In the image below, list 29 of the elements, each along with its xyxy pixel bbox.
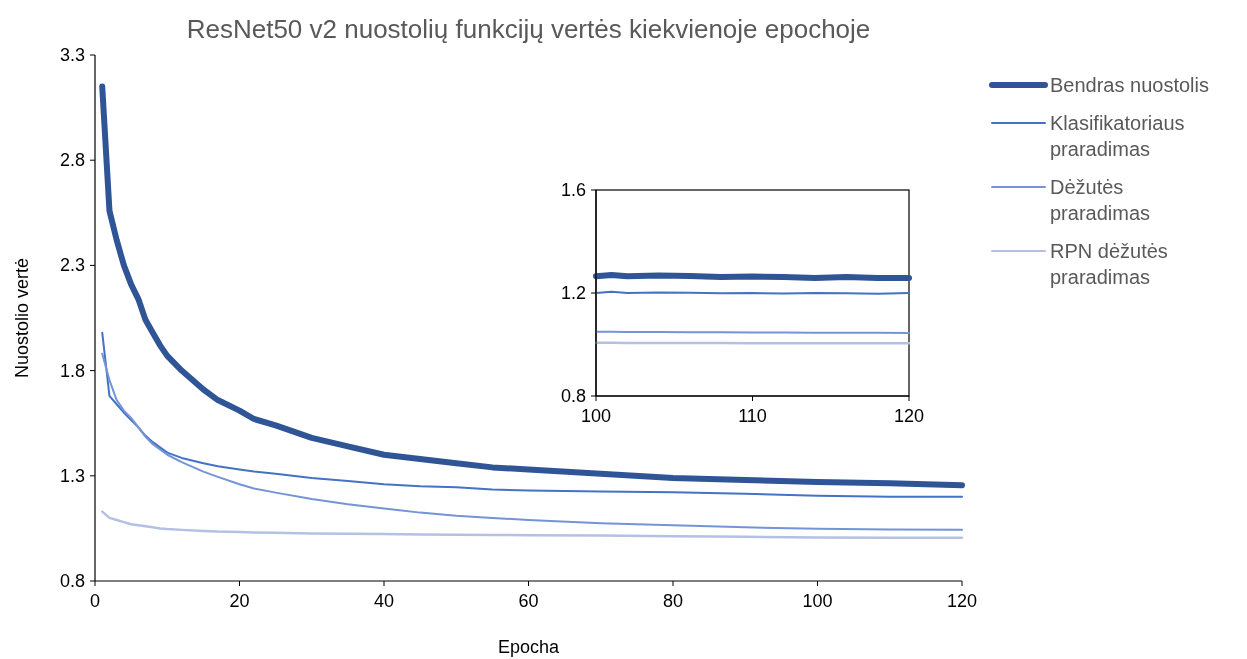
- legend-label: Bendras nuostolis: [1050, 74, 1209, 96]
- x-tick-label: 100: [802, 591, 833, 611]
- y-tick-label: 1.6: [560, 180, 586, 200]
- x-tick-label: 100: [580, 406, 612, 426]
- y-axis-title: Nuostolio vertė: [12, 257, 32, 379]
- x-tick-label: 40: [373, 591, 395, 611]
- x-tick-label: 0: [89, 591, 101, 611]
- y-tick-label: 1.8: [59, 360, 85, 381]
- x-tick-label: 60: [518, 591, 539, 611]
- x-tick-label: 120: [946, 591, 978, 611]
- y-tick-label: 0.8: [560, 386, 586, 406]
- y-tick-label: 2.3: [59, 255, 85, 276]
- legend-label: RPN dėžutės praradimas: [1050, 240, 1168, 288]
- x-tick-label: 110: [738, 406, 767, 426]
- legend-label: Klasifikatoriaus praradimas: [1050, 112, 1185, 160]
- chart-title: ResNet50 v2 nuostolių funkcijų vertės kiekvienoje epochoje: [186, 14, 871, 44]
- x-tick-label: 120: [893, 406, 925, 426]
- y-tick-label: 3.3: [59, 45, 85, 65]
- line-series: [101, 352, 963, 531]
- y-tick-label: 0.8: [59, 571, 85, 591]
- y-tick-label: 1.3: [59, 465, 85, 486]
- x-axis-title: Epocha: [497, 637, 561, 657]
- line-series: [101, 331, 963, 498]
- line-series: [100, 510, 964, 540]
- y-tick-label: 1.2: [560, 283, 586, 303]
- x-tick-label: 80: [662, 591, 684, 611]
- y-tick-label: 2.8: [59, 150, 85, 171]
- x-tick-label: 20: [229, 591, 250, 611]
- legend-label: Dėžutės praradimas: [1050, 176, 1151, 224]
